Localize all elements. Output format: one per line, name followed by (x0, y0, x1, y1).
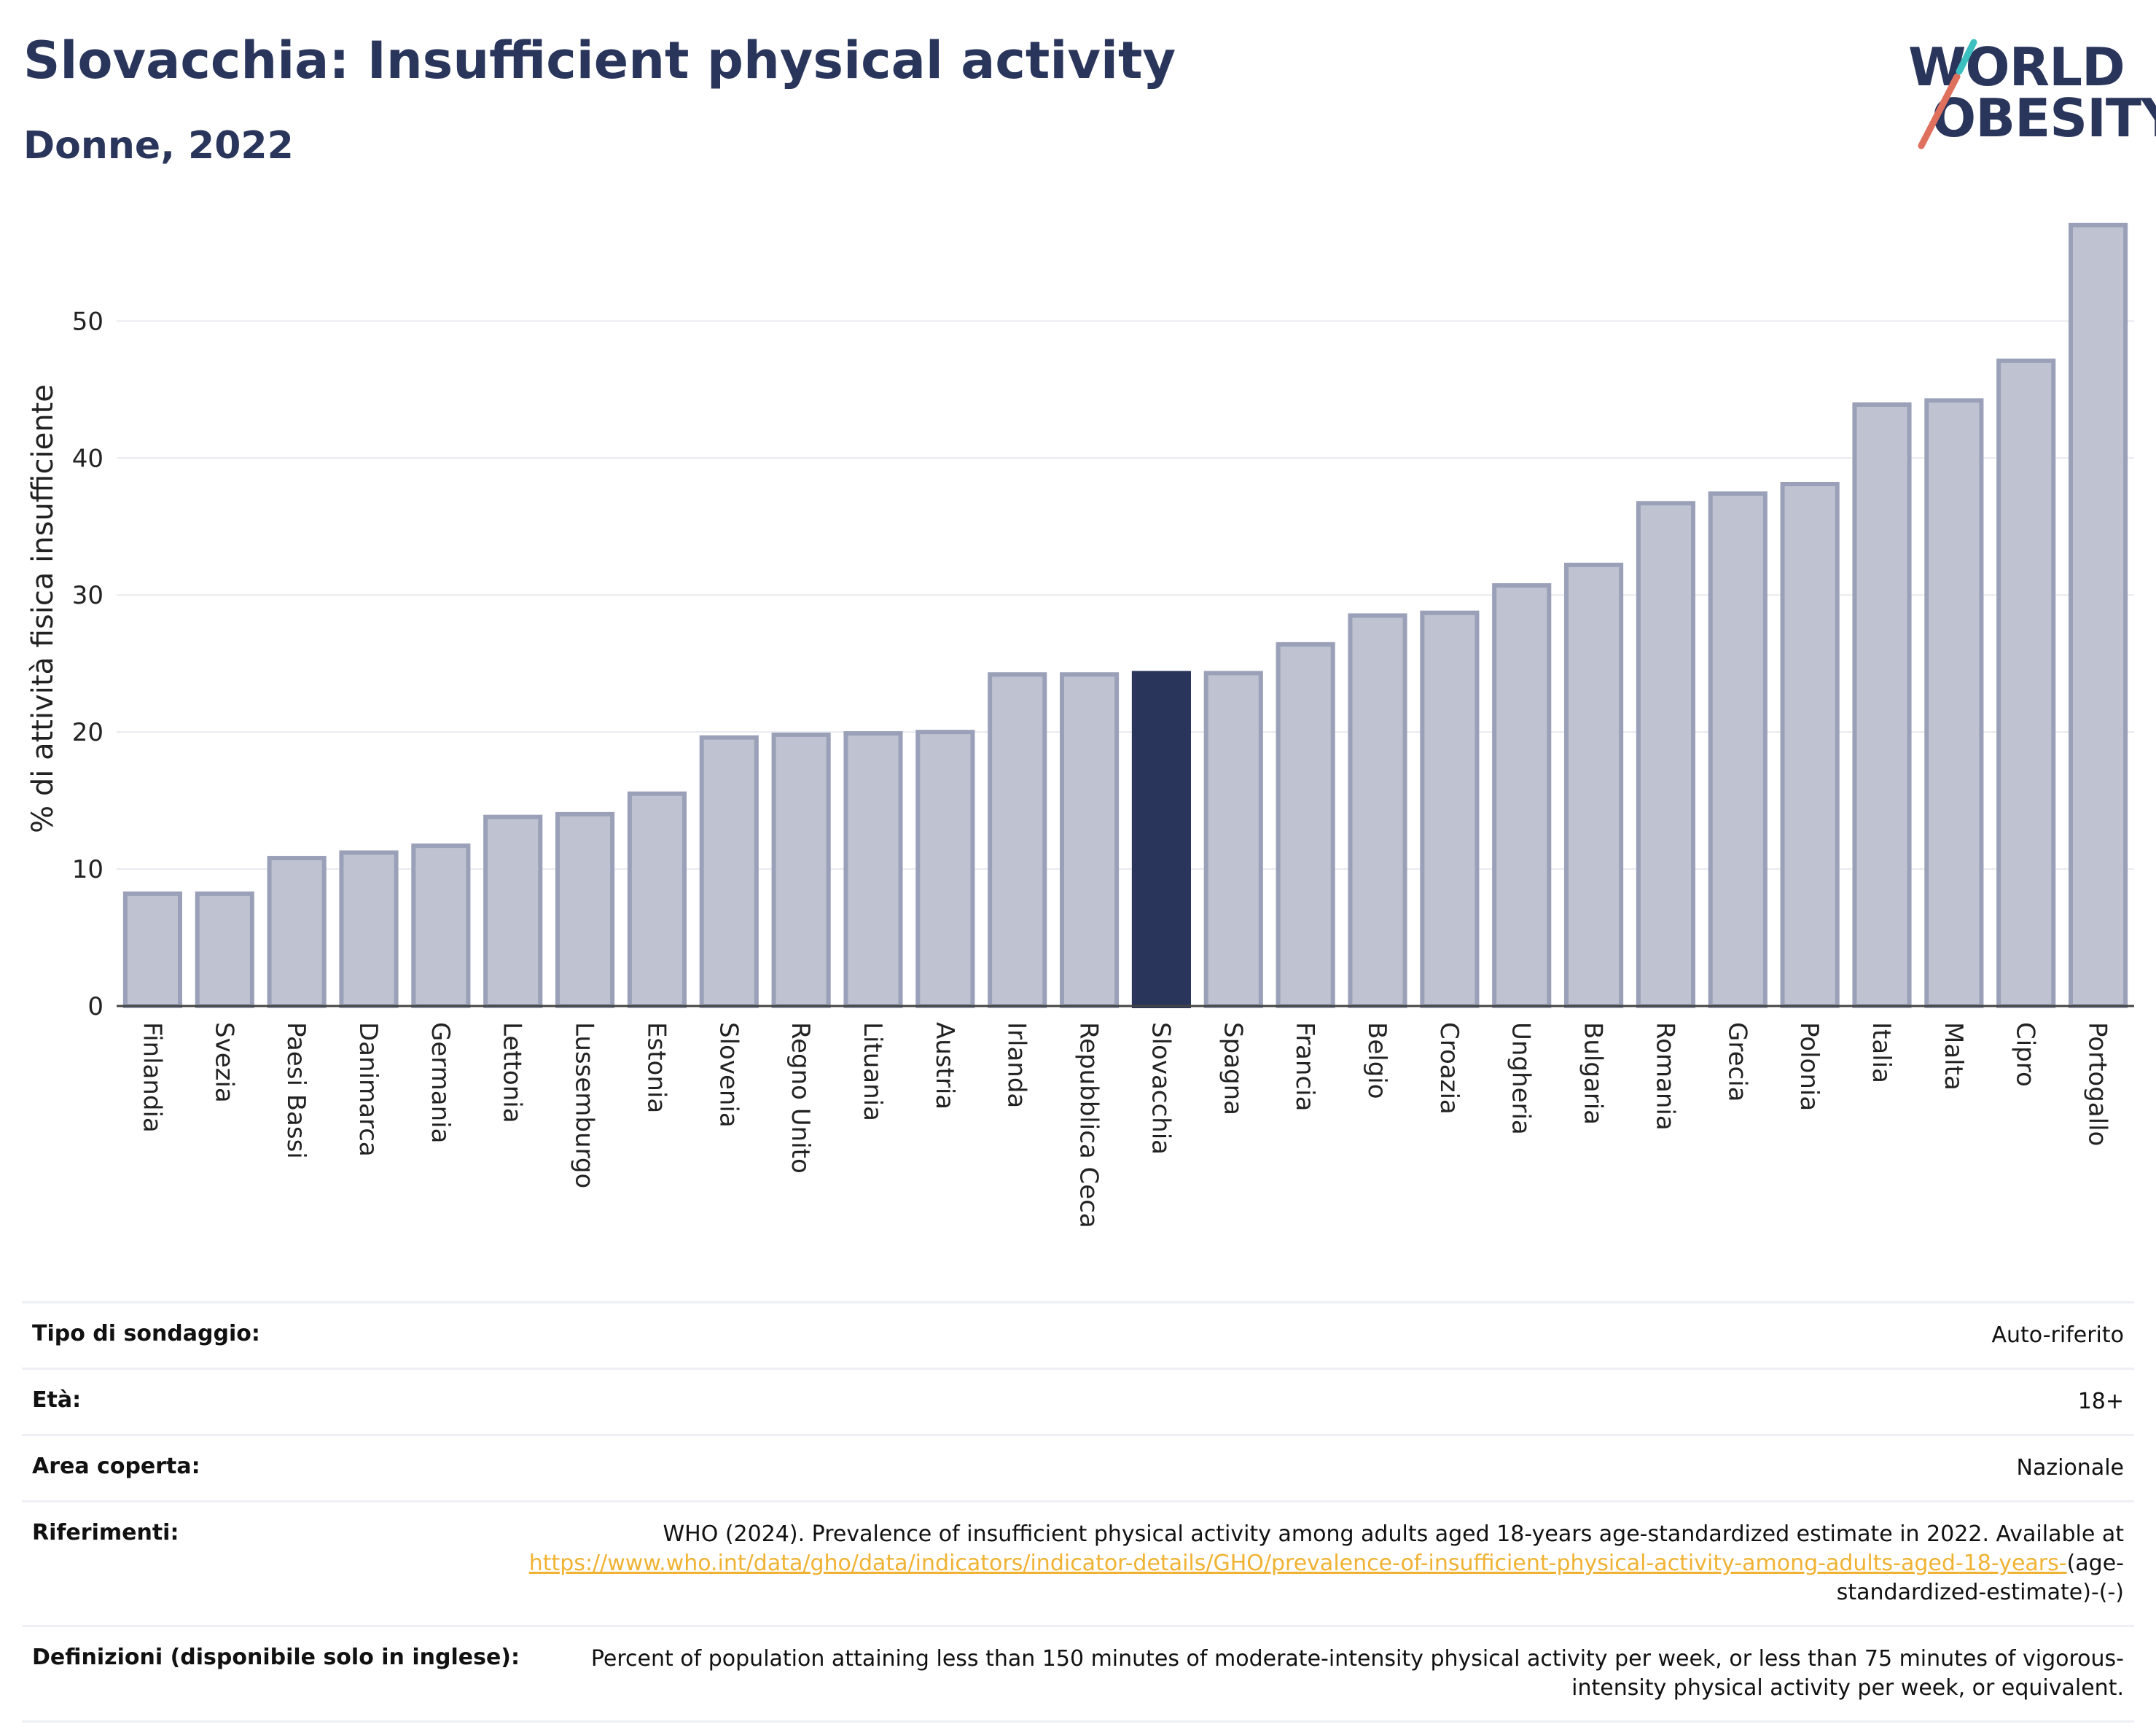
x-tick-label: Italia (1867, 1022, 1896, 1083)
x-tick-label: Slovacchia (1146, 1022, 1175, 1155)
reference-text: WHO (2024). Prevalence of insufficient p… (663, 1521, 2124, 1547)
bar (988, 672, 1047, 1008)
info-label: Definizioni (disponibile solo in inglese… (32, 1645, 520, 1670)
x-tick-label: Austria (930, 1022, 959, 1110)
bar-chart: 0 10 20 30 40 50 % di attività fisica insuffic… (26, 222, 2134, 1228)
bar (122, 891, 182, 1008)
x-tick-label: Belgio (1362, 1022, 1391, 1099)
bar (2069, 222, 2128, 1009)
bar (915, 730, 975, 1008)
bar (1636, 501, 1695, 1008)
bar (1924, 398, 1984, 1008)
info-value: Nazionale (2016, 1455, 2124, 1481)
x-tick-label: Svezia (209, 1022, 238, 1103)
x-tick-label: Bulgaria (1579, 1022, 1608, 1125)
x-tick-label: Romania (1650, 1022, 1679, 1131)
bar (1852, 402, 1912, 1008)
x-tick-label: Malta (1939, 1022, 1968, 1091)
bar (1780, 481, 1840, 1008)
bar (1203, 671, 1263, 1008)
logo-line2: OBESITY (1932, 87, 2156, 149)
info-row-definitions: Definizioni (disponibile solo in inglese… (22, 1625, 2134, 1723)
x-tick-label: Finlandia (137, 1022, 166, 1133)
reference-link[interactable]: https://www.who.int/data/gho/data/indica… (528, 1551, 2067, 1576)
logo-slash-icon (1918, 39, 1977, 149)
bar (555, 811, 615, 1008)
x-tick-label: Lussemburgo (570, 1022, 599, 1188)
y-tick-label: 0 (87, 992, 103, 1021)
x-tick-label: Ungheria (1507, 1022, 1536, 1135)
x-tick-label: Cipro (2011, 1022, 2040, 1087)
info-label: Riferimenti: (32, 1520, 179, 1545)
bar (267, 856, 327, 1008)
bar (699, 735, 759, 1008)
bar (771, 732, 831, 1008)
info-value: 18+ (2077, 1389, 2124, 1414)
y-tick-label: 50 (72, 307, 103, 336)
x-tick-label: Grecia (1722, 1022, 1751, 1102)
bar (627, 791, 687, 1008)
x-tick-label: Portogallo (2083, 1022, 2112, 1146)
bar (1348, 613, 1407, 1008)
bar (339, 850, 399, 1008)
info-table: Tipo di sondaggio: Auto-riferito Età: 18… (22, 1301, 2134, 1723)
logo-line1: WORLD (1908, 36, 2125, 98)
info-row-area: Area coperta: Nazionale (22, 1434, 2134, 1500)
info-label: Area coperta: (32, 1454, 200, 1479)
info-label: Età: (32, 1387, 82, 1413)
bar (1996, 358, 2056, 1008)
bar (1708, 491, 1768, 1008)
bar (1276, 642, 1335, 1008)
info-value: Percent of population attaining less tha… (590, 1646, 2124, 1701)
chart-subtitle: Donne, 2022 (23, 124, 294, 168)
chart-title: Slovacchia: Insufficient physical activi… (23, 31, 1176, 90)
x-tick-label: Lituania (858, 1022, 887, 1121)
x-tick-label: Regno Unito (786, 1022, 815, 1174)
y-tick-label: 20 (72, 718, 103, 747)
bar (1420, 610, 1480, 1008)
info-value: WHO (2024). Prevalence of insufficient p… (520, 1520, 2124, 1607)
bar (1060, 672, 1120, 1008)
info-row-age: Età: 18+ (22, 1368, 2134, 1434)
y-tick-label: 40 (72, 444, 103, 473)
info-row-references: Riferimenti: WHO (2024). Prevalence of i… (22, 1500, 2134, 1625)
y-axis-label: % di attività fisica insufficiente (26, 384, 60, 833)
bar (1131, 671, 1191, 1008)
bar (1564, 562, 1624, 1008)
x-tick-label: Estonia (641, 1022, 671, 1113)
y-tick-label: 30 (72, 581, 103, 610)
x-tick-label: Slovenia (714, 1022, 743, 1128)
x-tick-label: Danimarca (354, 1022, 383, 1157)
x-tick-label: Lettonia (498, 1022, 527, 1123)
x-tick-label: Irlanda (1002, 1022, 1031, 1108)
info-label: Tipo di sondaggio: (32, 1321, 260, 1346)
x-tick-label: Francia (1290, 1022, 1319, 1111)
info-value: Auto-riferito (1991, 1322, 2124, 1348)
world-obesity-logo: WORLD OBESITY (1895, 22, 2156, 160)
bar (843, 731, 903, 1008)
bar (483, 814, 543, 1008)
x-tick-label: Paesi Bassi (281, 1022, 310, 1159)
bar (1492, 583, 1552, 1008)
x-tick-label: Spagna (1218, 1022, 1247, 1115)
info-row-survey: Tipo di sondaggio: Auto-riferito (22, 1301, 2134, 1368)
bar (195, 891, 254, 1008)
reference-suffix: (age-standardized-estimate)-(-) (1836, 1551, 2124, 1605)
y-tick-label: 10 (72, 855, 103, 884)
x-tick-label: Croazia (1434, 1022, 1464, 1115)
x-tick-label: Germania (426, 1022, 455, 1143)
bar (411, 843, 471, 1008)
x-tick-label: Repubblica Ceca (1074, 1022, 1104, 1228)
x-tick-label: Polonia (1794, 1022, 1824, 1111)
